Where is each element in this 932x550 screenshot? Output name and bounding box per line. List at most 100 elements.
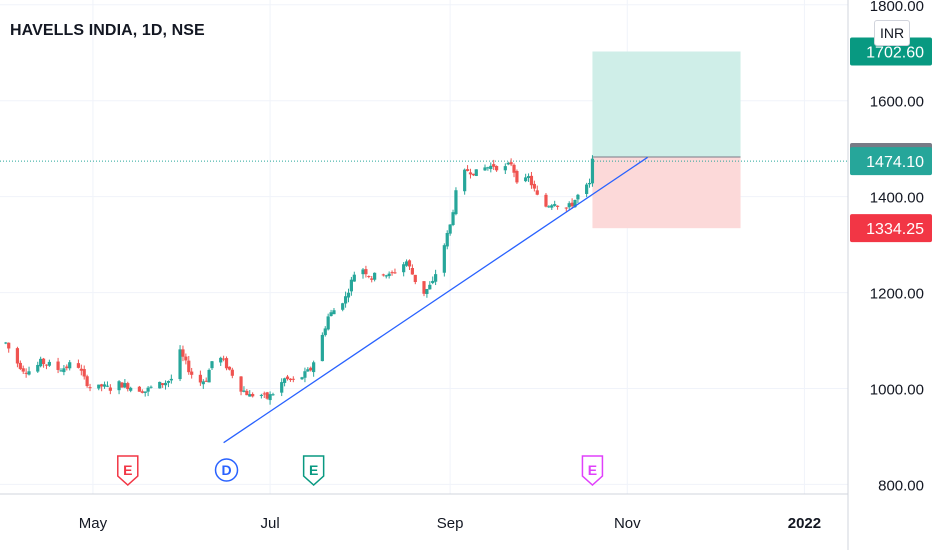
currency-badge[interactable]: INR: [874, 20, 910, 46]
candle-body: [129, 387, 133, 391]
candle-body: [187, 360, 191, 373]
candle: [422, 281, 426, 297]
candle: [262, 391, 266, 399]
candle: [126, 381, 130, 392]
candle-body: [123, 383, 127, 388]
earnings-marker[interactable]: E: [581, 455, 604, 487]
price-tick-label: 1600.00: [870, 94, 924, 111]
candle: [15, 346, 20, 368]
candle: [326, 313, 330, 331]
candle: [143, 391, 147, 397]
candle: [65, 364, 69, 371]
candle-body: [288, 378, 293, 381]
candle-body: [222, 358, 226, 360]
candle-body: [251, 394, 255, 397]
candle: [239, 376, 243, 396]
candle: [100, 383, 104, 392]
candle: [166, 380, 171, 388]
candle-body: [352, 274, 356, 282]
candle: [387, 271, 391, 279]
candle: [564, 207, 568, 212]
candle: [39, 356, 43, 368]
candle-body: [323, 328, 327, 336]
candle-body: [44, 364, 49, 366]
candle: [161, 382, 165, 388]
candle: [407, 259, 412, 270]
candle-body: [108, 387, 112, 391]
candle-body: [468, 172, 473, 175]
chart-title: HAVELLS INDIA, 1D, NSE: [10, 22, 205, 39]
candle: [448, 224, 452, 236]
candle-body: [576, 194, 580, 200]
candle-body: [163, 382, 168, 386]
candle-body: [7, 342, 11, 349]
candle-body: [85, 376, 89, 387]
candle-body: [207, 369, 211, 383]
candle: [24, 368, 28, 378]
candle: [222, 355, 226, 362]
candle-body: [492, 164, 496, 167]
candle-body: [117, 381, 121, 391]
candle-body: [570, 202, 574, 207]
earnings-icon: [581, 455, 604, 487]
candle-body: [573, 199, 577, 208]
grid: [0, 0, 849, 550]
candle: [102, 381, 107, 389]
candle-body: [242, 390, 246, 392]
candle-body: [590, 158, 595, 184]
candle: [178, 345, 182, 382]
candle: [442, 243, 446, 277]
candle-body: [184, 356, 188, 361]
candle: [346, 288, 351, 303]
candle-body: [59, 370, 63, 372]
candle-body: [259, 394, 263, 396]
price-tick-label: 1800.00: [870, 0, 924, 15]
candle: [465, 165, 470, 172]
candle-body: [158, 381, 162, 389]
candle: [163, 380, 168, 390]
candle-body: [349, 279, 353, 292]
candle-body: [198, 374, 202, 383]
trendline-layer: [223, 156, 648, 444]
candle: [76, 359, 81, 369]
candle: [82, 365, 86, 380]
stop-zone: [592, 156, 741, 229]
candle: [227, 366, 232, 371]
candle: [402, 262, 406, 277]
candle-body: [428, 284, 432, 290]
candle: [181, 345, 185, 362]
candle-body: [56, 361, 60, 370]
candle-body: [161, 383, 165, 386]
price-tick-label: 1200.00: [870, 286, 924, 303]
candle: [36, 361, 40, 373]
candle-body: [285, 376, 290, 379]
dividend-marker[interactable]: D: [214, 458, 239, 482]
candle-body: [291, 378, 295, 380]
candle: [367, 275, 371, 279]
candle: [129, 386, 133, 393]
candle-body: [140, 391, 144, 393]
candle: [361, 268, 365, 279]
candle-body: [224, 358, 229, 369]
candle-body: [24, 372, 28, 374]
earnings-marker[interactable]: E: [117, 455, 139, 487]
candle: [137, 385, 141, 392]
candle: [79, 364, 83, 376]
candle: [224, 356, 229, 371]
candle-body: [88, 387, 92, 389]
candle-body: [166, 381, 171, 383]
candle-body: [547, 206, 551, 208]
candle: [59, 368, 63, 372]
candle-body: [346, 292, 351, 298]
target-zone: [592, 51, 741, 157]
candle: [451, 209, 455, 227]
time-tick-label: Nov: [614, 515, 641, 532]
candle-body: [370, 278, 374, 280]
earnings-marker[interactable]: E: [302, 455, 325, 487]
candle: [190, 367, 194, 379]
candle-body: [410, 268, 414, 275]
candle: [410, 264, 414, 275]
candle-body: [471, 173, 475, 176]
candle: [158, 381, 162, 389]
